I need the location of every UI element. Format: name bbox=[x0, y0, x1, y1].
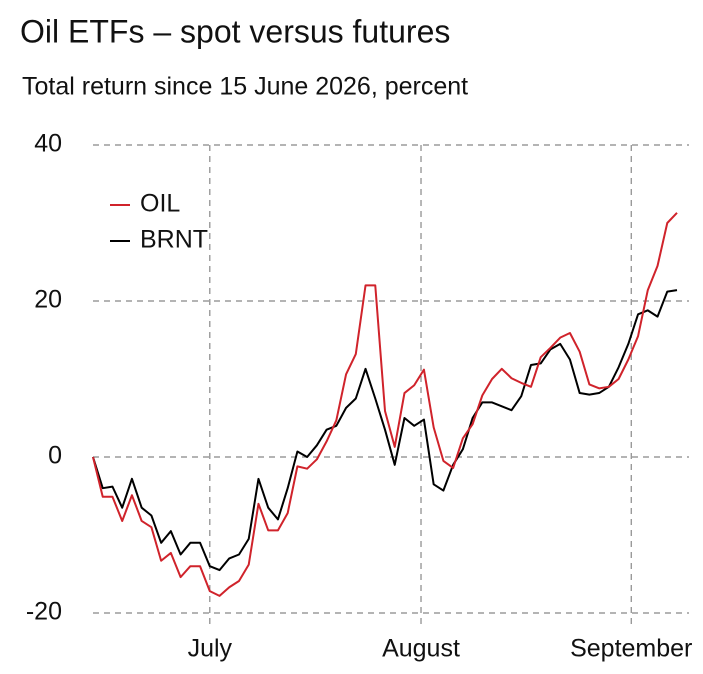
x-tick-label: August bbox=[382, 635, 460, 663]
x-tick-label: July bbox=[188, 635, 233, 663]
y-tick-label: 40 bbox=[34, 130, 62, 158]
legend-label: OIL bbox=[140, 190, 180, 218]
y-tick-label: 20 bbox=[34, 286, 62, 314]
y-tick-label: 0 bbox=[48, 442, 62, 470]
series-line bbox=[92, 212, 678, 597]
x-tick-label: September bbox=[570, 635, 692, 663]
chart-title: Oil ETFs – spot versus futures bbox=[20, 13, 450, 49]
series-line bbox=[92, 289, 678, 572]
legend-label: BRNT bbox=[140, 226, 208, 254]
y-tick-label: -20 bbox=[26, 598, 62, 626]
chart-subtitle: Total return since 15 June 2026, percent bbox=[22, 73, 468, 101]
